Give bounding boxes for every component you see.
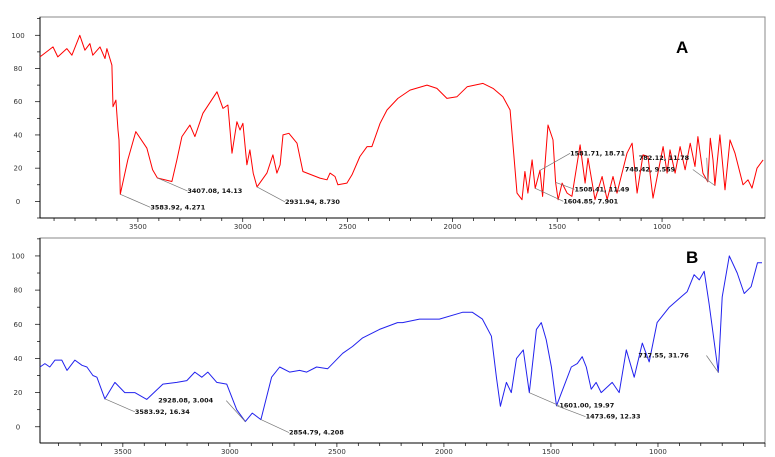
- annotation-leader-line: [539, 153, 571, 171]
- y-tick-label: 40: [14, 355, 23, 363]
- spectrum-line: [39, 255, 762, 423]
- x-tick-label: 1000: [649, 448, 667, 456]
- annotation-leader-line: [706, 157, 709, 182]
- y-tick-label: 40: [14, 131, 23, 139]
- spectrum-line: [39, 34, 764, 201]
- y-tick-label: 0: [16, 423, 20, 431]
- x-tick-label: 3500: [114, 448, 132, 456]
- y-tick-label: 80: [14, 287, 23, 295]
- annotation-leader-line: [260, 419, 290, 433]
- peak-annotation-label: 2931.94, 8.730: [285, 198, 340, 206]
- annotation-leader-line: [157, 177, 188, 192]
- annotation-leader-line: [226, 400, 246, 422]
- x-tick-label: 2000: [435, 448, 453, 456]
- panel-label: A: [676, 38, 688, 57]
- annotation-leader-line: [535, 187, 564, 202]
- peak-annotation-label: 782.12, 11.78: [639, 154, 690, 162]
- x-tick-label: 2000: [443, 223, 461, 231]
- annotation-leader-line: [556, 405, 586, 418]
- panel-label: B: [686, 248, 698, 267]
- peak-annotation-label: 1508.41, 11.49: [574, 185, 629, 193]
- peak-annotation-label: 1604.85, 7.901: [563, 197, 618, 205]
- peak-annotation-label: 2928.08, 3.004: [158, 397, 213, 405]
- spectrum-panel-b: 3500 3000 2500 2000 1500 1000 0 20 40 60 80 100 3583…: [11, 237, 766, 456]
- y-tick-label: 60: [14, 98, 23, 106]
- annotation-leader-line: [256, 186, 286, 203]
- peak-annotation-label: 748.42, 9.559: [625, 166, 676, 174]
- annotation-leader-line: [692, 169, 716, 186]
- annotation-leader-line: [555, 181, 575, 190]
- peak-annotation-label: 1601.00, 19.97: [559, 402, 614, 410]
- annotation-leader-line: [529, 392, 560, 406]
- spectrum-panel-a: 3500 3000 2500 2000 1500 1000 0 20 40 60 80 100 3583…: [11, 16, 766, 231]
- peak-annotation-label: 3583.92, 4.271: [150, 203, 205, 211]
- annotation-leader-line: [104, 398, 136, 413]
- x-tick-label: 1000: [653, 223, 671, 231]
- peak-annotation-label: 717.55, 31.76: [638, 352, 689, 360]
- annotation-leader-line: [706, 355, 719, 373]
- y-tick-label: 20: [14, 165, 23, 173]
- y-tick-label: 100: [11, 252, 24, 260]
- peak-annotation-label: 3583.92, 16.34: [135, 408, 190, 416]
- y-tick-label: 80: [14, 65, 23, 73]
- plot-frame: [39, 16, 766, 219]
- y-tick-label: 100: [11, 32, 24, 40]
- peak-annotation-label: 3407.08, 14.13: [187, 187, 242, 195]
- x-tick-label: 2500: [328, 448, 346, 456]
- x-tick-label: 3500: [129, 223, 147, 231]
- y-tick-label: 0: [16, 198, 20, 206]
- x-tick-label: 1500: [542, 448, 560, 456]
- y-tick-label: 60: [14, 321, 23, 329]
- peak-annotation-label: 1581.71, 18.71: [570, 149, 625, 157]
- peak-annotation-label: 1473.69, 12.33: [586, 413, 641, 421]
- x-tick-label: 2500: [339, 223, 357, 231]
- x-tick-label: 3000: [221, 448, 239, 456]
- x-tick-label: 3000: [234, 223, 252, 231]
- x-tick-label: 1500: [548, 223, 566, 231]
- peak-annotation-label: 2854.79, 4.208: [289, 429, 344, 437]
- annotation-leader-line: [120, 193, 151, 208]
- y-tick-label: 20: [14, 389, 23, 397]
